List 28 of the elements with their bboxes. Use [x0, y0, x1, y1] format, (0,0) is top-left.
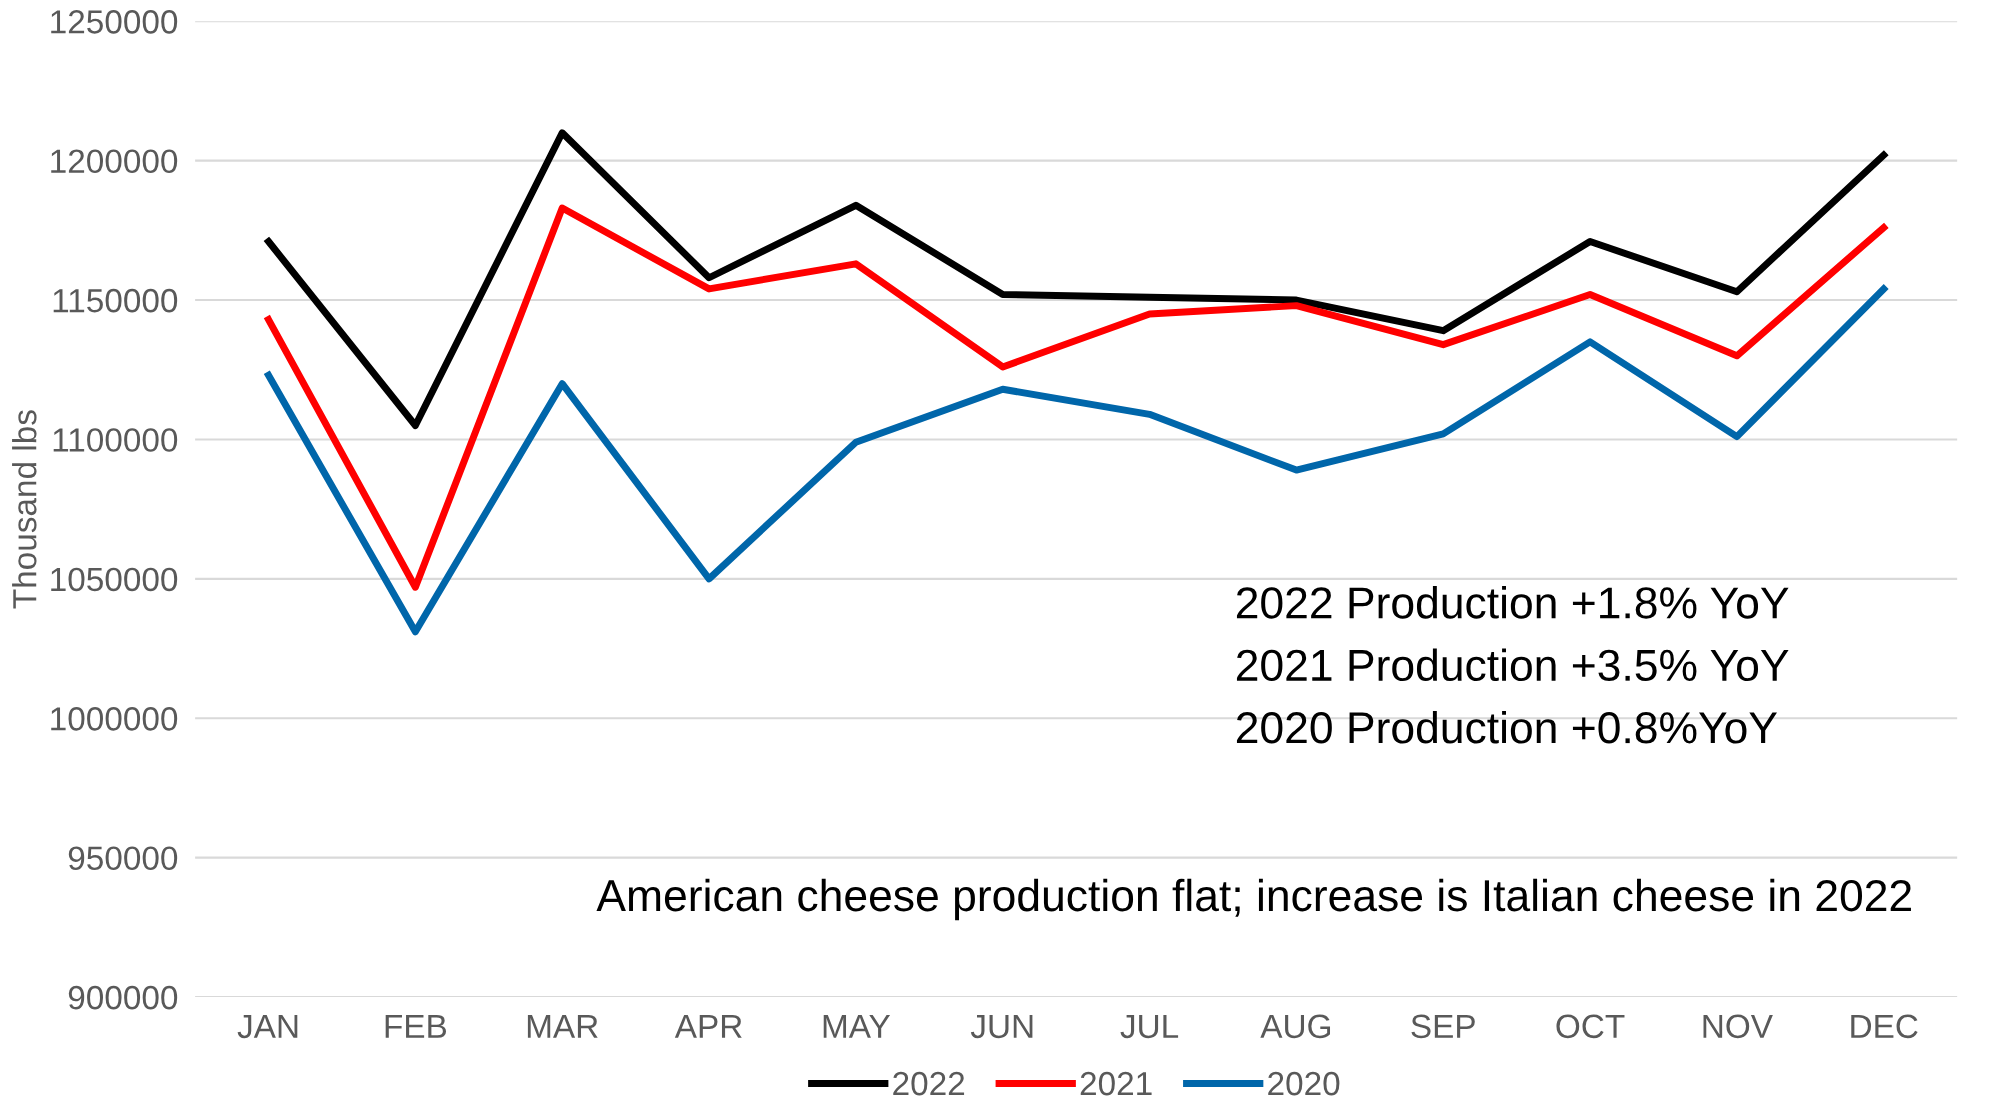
- y-tick-label: 900000: [68, 985, 178, 1010]
- annotation: 2020 Production +0.8%YoY: [1236, 710, 1777, 744]
- annotation: 2021 Production +3.5% YoY: [1236, 648, 1789, 682]
- x-tick-label: MAY: [823, 1014, 891, 1038]
- y-tick-label: 1050000: [51, 567, 178, 592]
- y-axis-title: Thousand lbs: [12, 410, 37, 609]
- x-tick-label: MAR: [527, 1014, 598, 1038]
- x-tick-label: DEC: [1851, 1014, 1918, 1039]
- legend-label: 2022: [893, 1071, 965, 1096]
- legend-label: 2021: [1080, 1071, 1152, 1096]
- y-tick-label: 1100000: [53, 428, 178, 452]
- x-tick-label: APR: [674, 1014, 742, 1038]
- y-tick-label: 1000000: [51, 707, 178, 731]
- x-tick-label: FEB: [385, 1014, 447, 1038]
- y-tick-label: 1200000: [51, 149, 178, 174]
- y-tick-label: 1150000: [53, 288, 178, 313]
- x-tick-label: OCT: [1556, 1014, 1625, 1039]
- x-tick-label: SEP: [1411, 1014, 1475, 1039]
- legend-label: 2020: [1268, 1071, 1340, 1096]
- y-tick-label: 950000: [68, 846, 178, 871]
- x-tick-label: JUL: [1120, 1014, 1179, 1039]
- x-tick-label: NOV: [1703, 1014, 1773, 1039]
- annotation: 2022 Production +1.8% YoY: [1236, 586, 1789, 619]
- x-tick-label: JAN: [237, 1014, 298, 1039]
- x-tick-label: JUN: [970, 1014, 1033, 1039]
- x-tick-label: AUG: [1260, 1014, 1331, 1039]
- y-tick-label: 1250000: [51, 10, 178, 34]
- annotation: American cheese production flat; increase is Italian cheese in 2022: [596, 878, 1911, 921]
